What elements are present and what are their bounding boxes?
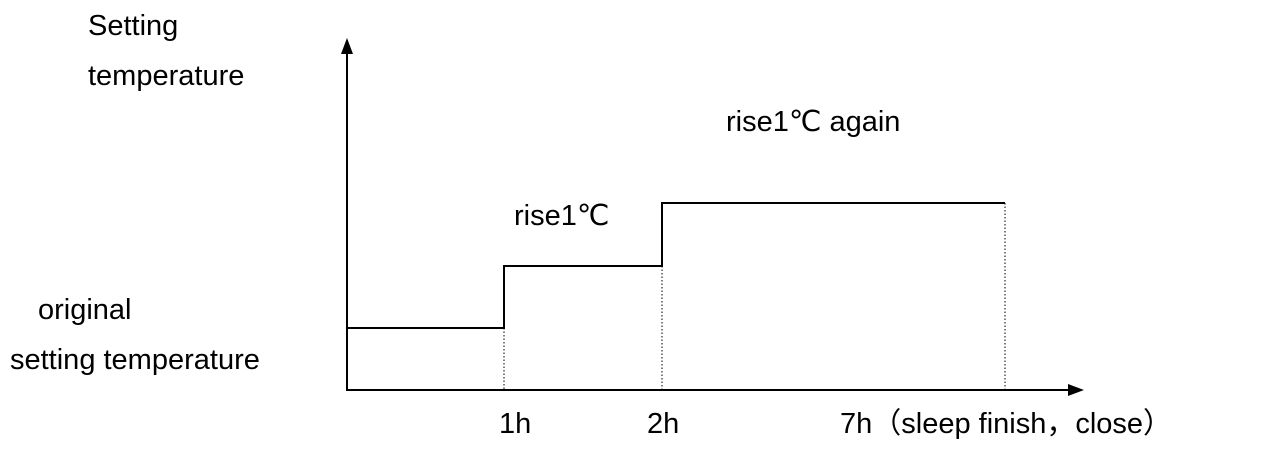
x-axis-arrow bbox=[1068, 384, 1084, 396]
y-axis-label-line2: temperature bbox=[88, 60, 245, 92]
baseline-label-line2: setting temperature bbox=[10, 344, 260, 376]
baseline-label-line1: original bbox=[38, 294, 132, 326]
x-tick-2h: 2h bbox=[647, 408, 680, 440]
x-tick-1h: 1h bbox=[499, 408, 532, 440]
step1-label: rise1℃ bbox=[514, 200, 610, 232]
temperature-step-line bbox=[347, 202, 1005, 329]
x-tick-7h: 7h（sleep finish，close） bbox=[840, 408, 1173, 440]
y-axis-label-line1: Setting bbox=[88, 10, 179, 42]
y-axis-arrow bbox=[341, 38, 353, 54]
step2-label: rise1℃ again bbox=[726, 106, 901, 138]
